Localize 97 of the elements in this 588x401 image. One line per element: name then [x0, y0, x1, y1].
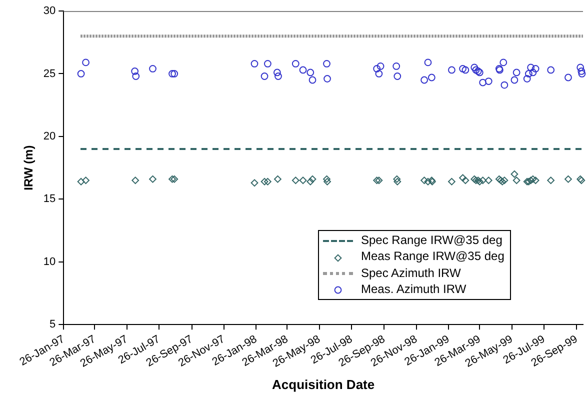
point — [500, 176, 508, 184]
point — [479, 78, 487, 86]
legend-label: Spec Azimuth IRW — [361, 266, 461, 280]
point — [420, 176, 428, 184]
point — [424, 58, 432, 66]
point — [484, 176, 492, 184]
y-tick-label: 25 — [43, 68, 56, 80]
point — [77, 70, 85, 78]
point — [448, 66, 456, 74]
point — [578, 68, 586, 75]
x-axis-title: Acquisition Date — [272, 376, 375, 392]
legend-label: Meas Range IRW@35 deg — [361, 249, 504, 263]
point — [510, 170, 518, 178]
point — [260, 72, 268, 80]
point — [375, 70, 383, 78]
point — [523, 75, 531, 82]
point — [527, 64, 534, 72]
point — [168, 175, 176, 183]
point — [274, 175, 282, 183]
point — [373, 176, 381, 184]
point — [459, 65, 466, 72]
point — [250, 179, 258, 187]
y-tick-label: 30 — [43, 5, 56, 18]
point — [375, 176, 383, 184]
point — [479, 176, 487, 184]
point — [512, 68, 520, 76]
point — [170, 70, 178, 78]
point — [292, 60, 300, 68]
point — [462, 176, 470, 184]
point — [376, 62, 384, 70]
point — [132, 72, 140, 80]
point — [324, 75, 331, 82]
point — [529, 68, 537, 76]
point — [393, 175, 401, 183]
y-tick-label: 5 — [50, 318, 56, 331]
point — [77, 178, 85, 186]
y-tick-label: 20 — [43, 130, 56, 143]
point — [424, 178, 432, 186]
y-tick-label: 15 — [43, 193, 56, 206]
point — [308, 175, 316, 183]
point — [484, 78, 492, 85]
point — [459, 174, 466, 182]
point — [532, 176, 540, 184]
point — [292, 176, 300, 184]
point — [524, 70, 532, 78]
point — [149, 175, 156, 183]
point — [274, 72, 282, 80]
point — [299, 66, 307, 74]
point — [547, 66, 555, 74]
point — [392, 62, 400, 70]
point — [547, 176, 555, 184]
y-tick-label: 10 — [43, 256, 56, 268]
point — [260, 178, 268, 186]
point — [512, 176, 520, 184]
point — [82, 58, 90, 66]
point — [576, 64, 584, 72]
point — [323, 60, 330, 68]
legend-label: Meas. Azimuth IRW — [361, 282, 466, 296]
point — [131, 68, 139, 75]
point — [495, 175, 503, 183]
point — [420, 76, 428, 84]
point — [470, 64, 478, 72]
point — [170, 175, 178, 183]
point — [306, 178, 314, 186]
point — [472, 66, 480, 74]
point — [132, 176, 140, 184]
point — [82, 176, 90, 184]
point — [564, 175, 572, 183]
point — [497, 176, 504, 184]
point — [500, 81, 508, 89]
point — [308, 76, 316, 84]
point — [394, 178, 402, 186]
point — [273, 68, 281, 76]
point — [527, 176, 534, 184]
point — [306, 68, 314, 76]
point — [264, 60, 272, 68]
point — [324, 178, 331, 186]
point — [529, 175, 537, 183]
point — [564, 74, 572, 82]
point — [299, 176, 307, 184]
point — [394, 72, 402, 80]
point — [448, 178, 456, 186]
point — [373, 65, 381, 72]
point — [462, 66, 470, 74]
point — [323, 175, 330, 183]
point — [428, 74, 436, 82]
point — [168, 70, 176, 78]
point — [510, 76, 518, 84]
point — [149, 65, 156, 72]
point — [264, 178, 272, 186]
point — [498, 178, 506, 186]
point — [500, 58, 508, 66]
point — [250, 60, 258, 68]
point — [578, 70, 586, 78]
legend-label: Spec Range IRW@35 deg — [361, 233, 502, 247]
point — [532, 65, 540, 72]
y-axis-title: IRW (m) — [22, 145, 36, 190]
